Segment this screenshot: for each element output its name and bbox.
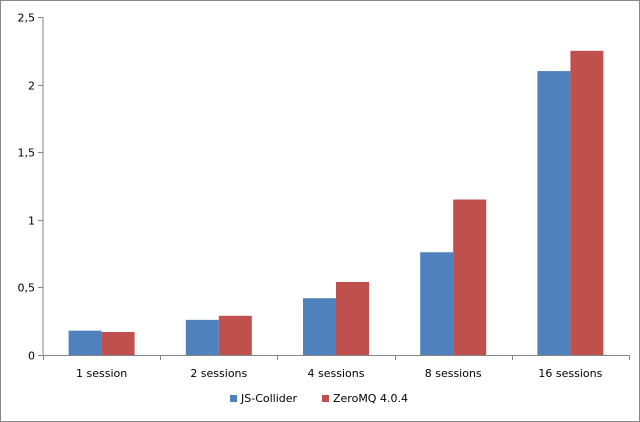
x-tick-label: 1 session xyxy=(76,367,127,380)
bars xyxy=(68,50,604,356)
bar-js-collider xyxy=(303,298,336,355)
bar-js-collider xyxy=(537,71,571,355)
legend-swatch xyxy=(230,395,237,402)
bar-js-collider xyxy=(68,330,102,355)
y-tick-label: 0,5 xyxy=(18,282,36,295)
bar-js-collider xyxy=(185,319,219,355)
y-tick-label: 1 xyxy=(28,215,35,228)
bar-js-collider xyxy=(420,252,454,355)
legend-label: JS-Collider xyxy=(240,392,298,405)
x-tick-label: 16 sessions xyxy=(538,367,602,380)
y-tick-label: 2 xyxy=(28,80,35,93)
y-axis: 0 0,5 1 1,5 2 2,5 xyxy=(18,12,44,363)
x-tick-label: 4 sessions xyxy=(308,367,365,380)
bar-zeromq xyxy=(218,315,252,355)
legend: JS-Collider ZeroMQ 4.0.4 xyxy=(230,392,408,405)
y-tick-label: 2,5 xyxy=(18,12,36,25)
y-tick-label: 1,5 xyxy=(18,147,36,160)
bar-zeromq xyxy=(570,50,604,356)
x-axis: 1 session 2 sessions 4 sessions 8 sessions 1… xyxy=(43,355,630,380)
bar-zeromq xyxy=(336,281,369,355)
y-tick-label: 0 xyxy=(28,350,35,363)
x-tick-label: 8 sessions xyxy=(425,367,482,380)
bar-zeromq xyxy=(453,199,487,355)
bar-zeromq xyxy=(101,332,135,355)
legend-label: ZeroMQ 4.0.4 xyxy=(333,392,408,405)
legend-swatch xyxy=(322,395,329,402)
x-tick-label: 2 sessions xyxy=(190,367,247,380)
